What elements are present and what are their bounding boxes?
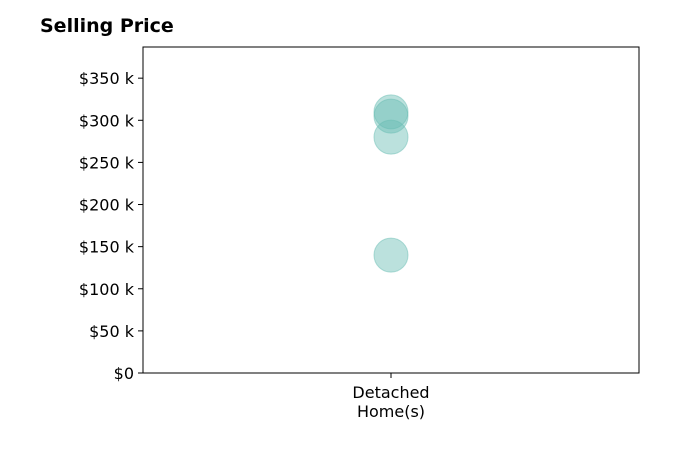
data-points <box>373 94 409 273</box>
data-point <box>373 237 409 273</box>
data-point <box>373 119 409 155</box>
y-tick-label: $150 k <box>79 238 135 257</box>
plot-frame <box>142 46 640 374</box>
data-point <box>373 98 409 134</box>
y-tick-label: $350 k <box>79 69 135 88</box>
y-tick-label: $50 k <box>89 322 135 341</box>
y-axis: $0 $50 k $100 k $150 k $200 k $250 k $300 k $35… <box>79 69 143 383</box>
x-tick-label: Detached Home(s) <box>352 383 429 421</box>
y-tick-label: $0 <box>114 364 134 383</box>
y-tick-label: $300 k <box>79 111 135 130</box>
y-tick-label: $250 k <box>79 153 135 172</box>
chart-title: Selling Price <box>40 15 174 37</box>
x-axis: Detached Home(s) <box>352 373 430 421</box>
y-tick-label: $100 k <box>79 280 135 299</box>
data-point <box>373 94 409 130</box>
y-tick-label: $200 k <box>79 196 135 215</box>
